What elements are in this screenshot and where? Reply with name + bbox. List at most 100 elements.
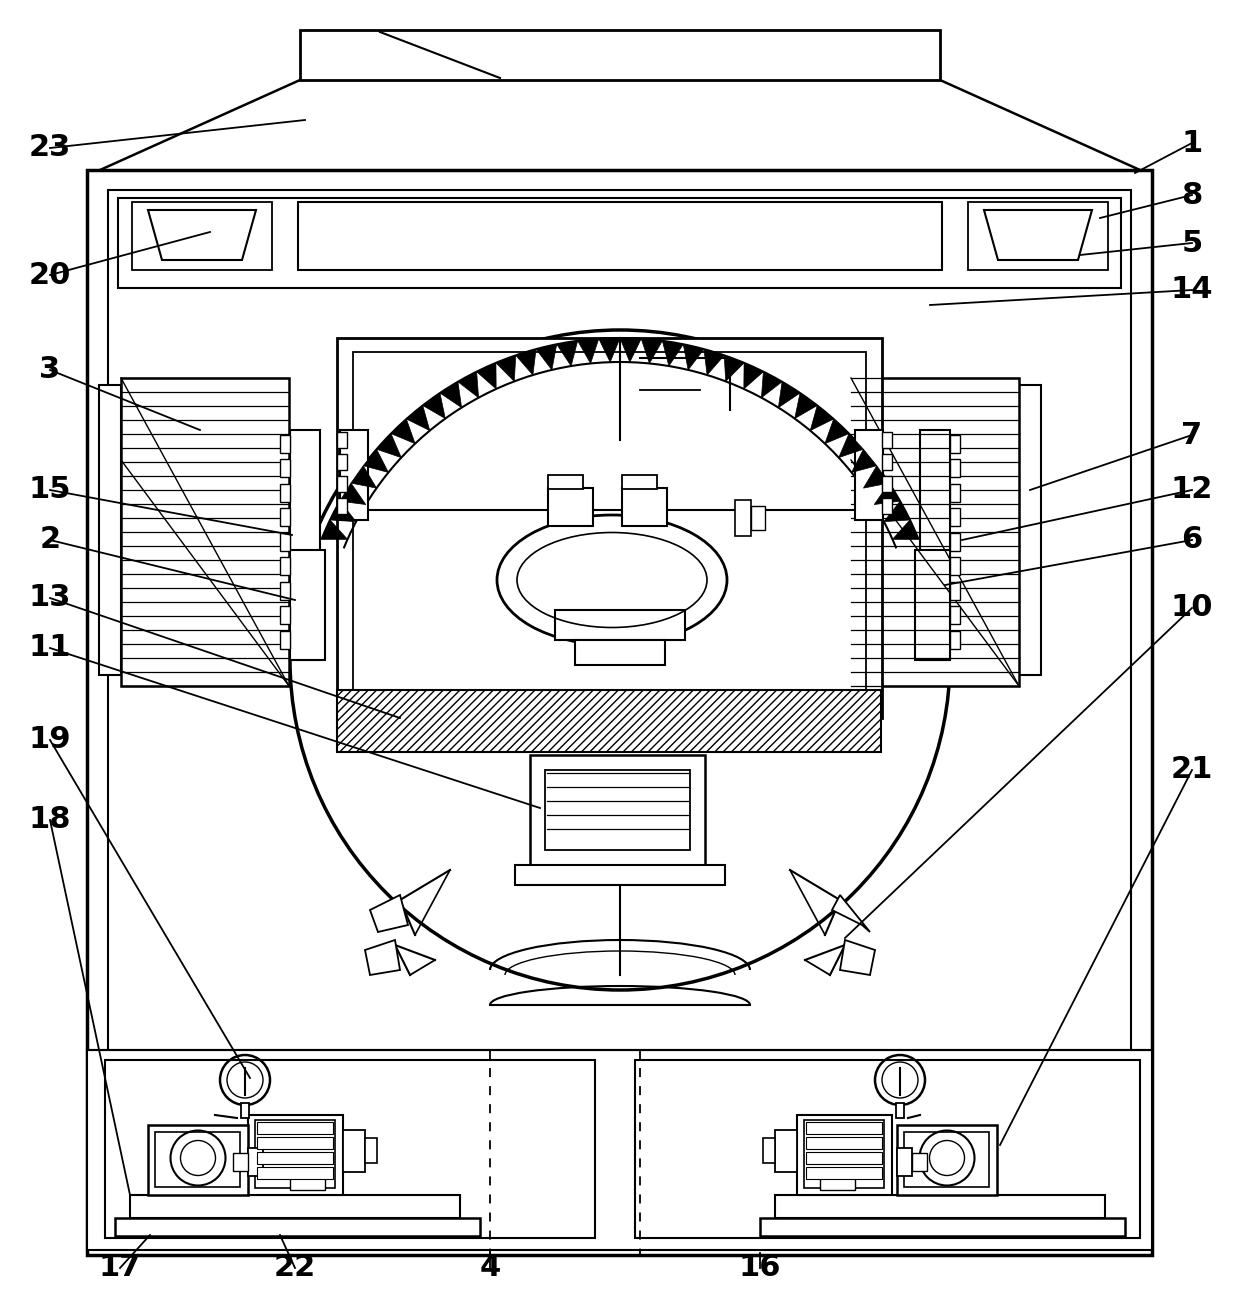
Bar — [882, 498, 892, 515]
Bar — [763, 1138, 775, 1162]
Bar — [851, 378, 1019, 687]
Bar — [546, 771, 689, 850]
Text: 21: 21 — [1171, 755, 1213, 785]
Bar — [760, 1218, 1125, 1236]
Bar — [911, 1153, 928, 1171]
Bar — [343, 1130, 365, 1171]
Polygon shape — [351, 465, 377, 489]
Polygon shape — [761, 371, 782, 398]
Bar — [257, 1122, 334, 1134]
Text: 11: 11 — [29, 634, 71, 662]
Polygon shape — [516, 349, 536, 375]
Bar — [340, 431, 368, 520]
Bar — [529, 755, 706, 865]
Bar — [950, 582, 960, 600]
Polygon shape — [884, 502, 910, 521]
Polygon shape — [874, 484, 900, 504]
Bar — [148, 1125, 248, 1195]
Bar — [280, 459, 290, 477]
Bar — [353, 352, 866, 703]
Bar — [775, 1195, 1105, 1218]
Bar — [257, 1168, 334, 1179]
Polygon shape — [620, 337, 641, 362]
Text: 23: 23 — [29, 133, 71, 163]
Bar — [882, 476, 892, 493]
Bar — [298, 202, 942, 270]
Polygon shape — [838, 433, 863, 458]
Bar — [248, 1115, 343, 1195]
Bar — [797, 1115, 892, 1195]
Bar — [775, 1130, 797, 1171]
Polygon shape — [832, 895, 870, 932]
Polygon shape — [496, 356, 516, 381]
Text: 16: 16 — [739, 1253, 781, 1283]
Bar — [950, 631, 960, 649]
Polygon shape — [724, 356, 744, 381]
Bar — [337, 498, 347, 515]
Bar — [882, 454, 892, 469]
Text: 10: 10 — [1171, 593, 1213, 622]
Bar — [248, 1148, 263, 1177]
Polygon shape — [423, 393, 445, 419]
Text: 13: 13 — [29, 583, 71, 613]
Bar — [280, 484, 290, 502]
Bar — [950, 606, 960, 625]
Polygon shape — [662, 341, 683, 366]
Bar — [300, 30, 940, 80]
Bar — [118, 198, 1121, 288]
Bar — [635, 1060, 1140, 1237]
Polygon shape — [148, 209, 255, 260]
Bar — [950, 434, 960, 453]
Bar — [856, 431, 883, 520]
Text: 7: 7 — [1182, 420, 1203, 450]
Bar — [155, 1131, 241, 1187]
Bar — [1019, 385, 1042, 675]
Bar — [99, 385, 122, 675]
Polygon shape — [476, 363, 496, 389]
Bar — [115, 1218, 480, 1236]
Bar — [280, 606, 290, 625]
Bar — [820, 1178, 856, 1190]
Bar — [515, 865, 725, 884]
Text: 19: 19 — [29, 725, 72, 755]
Bar — [280, 631, 290, 649]
Bar — [290, 1178, 325, 1190]
Bar — [897, 1103, 904, 1118]
Polygon shape — [825, 419, 849, 443]
Bar — [622, 487, 667, 526]
Text: 3: 3 — [40, 356, 61, 384]
Polygon shape — [365, 940, 401, 975]
Ellipse shape — [497, 515, 727, 645]
Bar — [280, 533, 290, 551]
Bar — [87, 1050, 1152, 1250]
Bar — [897, 1125, 997, 1195]
Polygon shape — [578, 339, 599, 363]
Polygon shape — [839, 940, 875, 975]
Bar — [806, 1122, 882, 1134]
Polygon shape — [985, 209, 1092, 260]
Polygon shape — [893, 520, 919, 539]
Bar — [556, 610, 684, 640]
Polygon shape — [557, 341, 578, 366]
Polygon shape — [704, 349, 724, 375]
Bar — [950, 533, 960, 551]
Bar — [950, 557, 960, 575]
Bar — [130, 1195, 460, 1218]
Polygon shape — [440, 381, 461, 407]
Text: 22: 22 — [274, 1253, 316, 1283]
Polygon shape — [407, 406, 430, 431]
Bar — [337, 337, 882, 718]
Bar — [950, 459, 960, 477]
Polygon shape — [391, 419, 415, 443]
Text: 5: 5 — [1182, 229, 1203, 257]
Bar — [915, 550, 950, 659]
Polygon shape — [536, 344, 557, 370]
Bar — [241, 1103, 249, 1118]
Bar — [548, 487, 593, 526]
Polygon shape — [795, 393, 817, 419]
Text: 4: 4 — [480, 1253, 501, 1283]
Text: 15: 15 — [29, 476, 71, 504]
Text: 1: 1 — [1182, 128, 1203, 158]
Polygon shape — [810, 406, 833, 431]
Bar — [87, 169, 1152, 1256]
